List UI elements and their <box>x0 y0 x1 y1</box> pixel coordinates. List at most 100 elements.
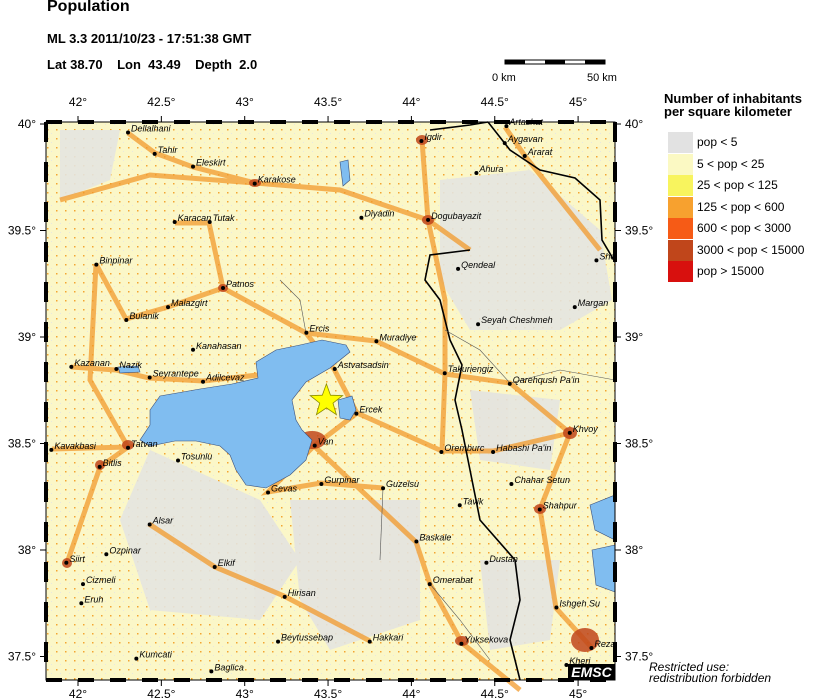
city-marker[interactable]: Qarehqush Pa'in <box>507 375 580 386</box>
city-dot-icon <box>457 503 462 508</box>
city-marker[interactable]: Aygavan <box>502 134 543 146</box>
city-label: Tatvan <box>131 439 158 449</box>
city-marker[interactable]: Kanahasan <box>191 341 242 352</box>
city-label: Muradiye <box>379 332 416 342</box>
city-marker[interactable]: Ercek <box>354 405 383 416</box>
legend-title-line2: per square kilometer <box>664 104 792 119</box>
city-dot-icon <box>276 639 281 644</box>
city-label: Hakkari <box>373 633 405 643</box>
lon-tick-label-top: 42.5° <box>147 95 175 109</box>
city-marker[interactable]: Guzelsu <box>381 479 419 491</box>
lake-ercek <box>337 395 357 421</box>
city-marker[interactable]: Hirisan <box>282 588 316 599</box>
city-marker[interactable]: Tatvan <box>126 439 158 450</box>
legend-item: 5 < pop < 25 <box>668 153 822 175</box>
city-marker[interactable]: Dellalhani <box>126 124 172 135</box>
city-marker[interactable]: Chahar Setun <box>509 475 570 486</box>
city-marker[interactable]: Kumcati <box>134 650 173 661</box>
city-dot-icon <box>212 565 217 570</box>
city-label: Aygavan <box>507 134 543 144</box>
city-marker[interactable]: Kheri <box>564 656 591 668</box>
city-marker[interactable]: Karakose <box>252 175 296 186</box>
lon-tick-label-top: 43.5° <box>314 95 342 109</box>
legend-swatch <box>668 261 693 282</box>
epicenter-star-icon[interactable] <box>309 382 344 416</box>
city-marker[interactable]: Artashat <box>504 117 543 129</box>
city-dot-icon <box>147 522 152 527</box>
city-marker[interactable]: Cizmeli <box>81 575 117 587</box>
city-marker[interactable]: Oremburc <box>439 443 485 455</box>
city-marker[interactable]: Ercis <box>304 324 330 335</box>
city-marker[interactable]: Nazik <box>114 360 142 371</box>
city-marker[interactable]: Dustan <box>484 554 518 565</box>
lon-tick-label-top: 45° <box>569 95 587 109</box>
city-marker[interactable]: Alsar <box>147 515 175 527</box>
lon-tick-label-top: 42° <box>69 95 87 109</box>
city-marker[interactable]: Habashi Pa'in <box>491 443 551 455</box>
city-label: Karakose <box>258 175 296 185</box>
legend-swatch <box>668 239 693 261</box>
city-marker[interactable]: Omerabat <box>427 575 474 587</box>
city-marker[interactable]: Baskale <box>414 532 451 544</box>
legend-item: pop > 15000 <box>668 261 822 282</box>
city-marker[interactable]: Qendeal <box>456 260 496 271</box>
city-marker[interactable]: Baglica <box>209 662 244 674</box>
city-marker[interactable]: Patnos <box>221 279 255 291</box>
city-label: Elkif <box>218 558 237 568</box>
city-marker[interactable]: Gurpinar <box>319 475 360 486</box>
city-dot-icon <box>554 605 559 610</box>
legend-swatch <box>668 218 693 239</box>
city-marker[interactable]: Eruh <box>79 594 103 606</box>
city-marker[interactable]: Malazgirt <box>166 298 208 310</box>
city-label: Hirisan <box>288 588 316 598</box>
city-marker[interactable]: Seyah Cheshmeh <box>476 315 553 327</box>
city-marker[interactable]: Sho <box>594 251 615 263</box>
city-marker[interactable]: Khvoy <box>567 424 599 435</box>
city-label: Seyrantepe <box>153 368 199 378</box>
city-label: Ozpinar <box>109 545 142 555</box>
city-marker[interactable]: Yuksekova <box>459 635 508 646</box>
city-marker[interactable]: Ararat <box>522 147 553 158</box>
city-marker[interactable]: Shahpur <box>537 501 578 512</box>
city-marker[interactable]: Seyrantepe <box>147 368 199 380</box>
city-label: Shahpur <box>543 501 578 511</box>
city-marker[interactable]: Diyadin <box>359 209 394 220</box>
city-marker[interactable]: Van <box>312 437 334 448</box>
city-marker[interactable]: Bitlis <box>97 458 123 469</box>
city-marker[interactable]: Siirt <box>64 554 85 565</box>
city-dot-icon <box>126 130 131 135</box>
city-marker[interactable]: Tosunlu <box>176 452 212 463</box>
city-dot-icon <box>484 560 489 565</box>
city-dot-icon <box>502 141 507 146</box>
city-marker[interactable]: Astvatsadsin <box>332 360 389 371</box>
city-marker[interactable]: Bulanik <box>124 311 159 322</box>
city-marker[interactable]: Muradiye <box>374 332 416 344</box>
city-marker[interactable]: Margan <box>572 298 609 310</box>
city-marker[interactable]: Tahir <box>152 145 179 156</box>
city-marker[interactable]: Igdir <box>419 132 443 144</box>
city-dot-icon <box>537 507 542 512</box>
city-marker[interactable]: Elkif <box>212 558 237 570</box>
city-marker[interactable]: Ishgeh Su <box>554 599 600 610</box>
city-marker[interactable]: Tutak <box>207 213 235 224</box>
city-marker[interactable]: Hakkari <box>367 633 405 644</box>
city-marker[interactable]: Reza <box>589 639 615 650</box>
lon-tick-label-bottom: 45° <box>569 687 587 700</box>
city-marker[interactable]: Binpinar <box>94 256 133 267</box>
city-marker[interactable]: Gevas <box>266 483 298 495</box>
city-dot-icon <box>97 464 102 469</box>
city-marker[interactable]: Ahura <box>474 164 503 175</box>
lon-tick-label-bottom: 44.5° <box>481 687 509 700</box>
city-marker[interactable]: Kavakbasi <box>49 441 97 452</box>
city-marker[interactable]: Ozpinar <box>104 545 142 557</box>
city-marker[interactable]: Beytussebap <box>276 633 333 644</box>
city-marker[interactable]: Kazanan <box>69 358 110 369</box>
city-marker[interactable]: Eleskirt <box>191 158 226 169</box>
city-marker[interactable]: Tavik <box>457 496 484 508</box>
city-marker[interactable]: Takuriengiz <box>442 364 494 376</box>
city-marker[interactable]: Dogubayazit <box>426 211 482 222</box>
city-label: Ararat <box>527 147 553 157</box>
city-marker[interactable]: Karacan <box>172 213 212 224</box>
city-marker[interactable]: Adilcevaz <box>201 373 245 384</box>
city-label: Malazgirt <box>171 298 208 308</box>
